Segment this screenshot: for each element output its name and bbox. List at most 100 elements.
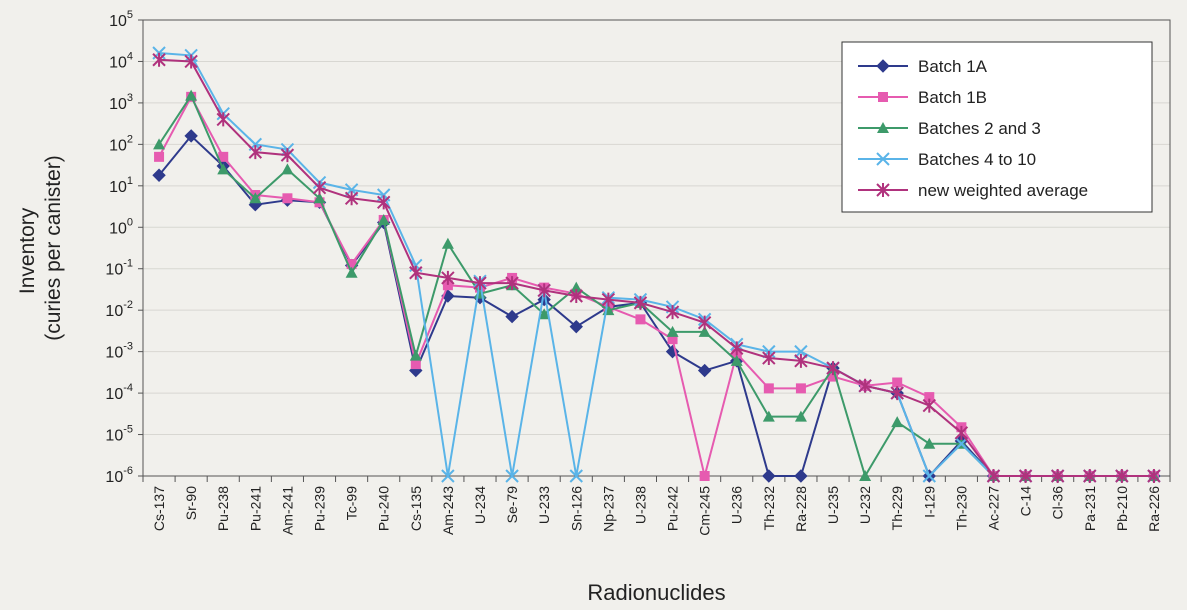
data-point <box>892 377 903 388</box>
data-point <box>1050 469 1065 483</box>
data-point <box>826 361 840 376</box>
data-point <box>346 259 357 270</box>
data-point <box>858 378 872 393</box>
data-point <box>505 276 519 291</box>
y-tick-label: 103 <box>109 92 133 113</box>
data-point <box>828 371 839 382</box>
legend-item: new weighted average <box>858 181 1088 200</box>
x-tick-label: U-234 <box>472 486 488 524</box>
x-axis-title: Radionuclides <box>587 580 725 605</box>
data-point <box>377 213 390 225</box>
data-point <box>248 145 263 160</box>
y-tick-label: 10-3 <box>105 341 133 362</box>
data-point <box>185 89 198 101</box>
x-tick-label: Th-232 <box>761 486 777 531</box>
x-tick-label: Ra-226 <box>1146 486 1162 532</box>
data-point <box>697 363 712 378</box>
data-point <box>217 163 230 175</box>
x-tick-label: Ac-227 <box>985 486 1001 531</box>
legend-label: Batches 2 and 3 <box>918 119 1041 138</box>
data-point <box>876 152 890 166</box>
data-point <box>441 469 455 483</box>
x-tick-label: I-129 <box>921 486 937 518</box>
x-axis-ticks: Cs-137 Sr-90 Pu-238 Pu-241 Am-241 Pu-239 Tc-99… <box>142 476 1171 536</box>
x-tick-label: U-236 <box>729 486 745 524</box>
y-tick-label: 102 <box>109 133 133 154</box>
data-point <box>667 334 678 345</box>
series-new-weighted-average <box>152 52 1161 483</box>
data-point <box>281 163 294 175</box>
data-point <box>218 151 229 162</box>
x-tick-label: Sn-126 <box>568 486 584 531</box>
data-point <box>986 469 1001 483</box>
x-tick-label: Pu-240 <box>376 486 392 531</box>
data-point <box>890 386 904 401</box>
x-tick-label: Sr-90 <box>183 486 199 520</box>
data-point <box>730 354 743 366</box>
gridlines <box>143 19 1170 477</box>
legend-label: Batch 1B <box>918 88 987 107</box>
x-tick-label: Cs-137 <box>151 486 167 531</box>
data-point <box>249 192 262 204</box>
data-point <box>762 469 776 483</box>
data-point <box>877 122 889 133</box>
data-point <box>569 319 583 334</box>
y-tick-label: 10-5 <box>105 424 133 445</box>
data-point <box>859 470 872 481</box>
x-tick-label: U-238 <box>632 486 648 524</box>
y-tick-label: 101 <box>109 175 133 196</box>
y-axis-title-line2: (curies per canister) <box>42 155 65 341</box>
data-point <box>216 112 230 127</box>
x-tick-label: Pb-210 <box>1114 486 1130 531</box>
data-point <box>876 59 890 73</box>
data-point <box>376 195 391 210</box>
x-tick-label: Pu-241 <box>247 486 263 531</box>
series-lines <box>152 46 1161 483</box>
legend-item: Batch 1B <box>858 88 987 107</box>
data-point <box>569 288 583 303</box>
data-point <box>666 325 679 337</box>
x-tick-label: U-235 <box>825 486 841 524</box>
legend-item: Batches 2 and 3 <box>858 119 1041 138</box>
y-tick-label: 10-6 <box>105 465 133 486</box>
series-line <box>158 58 1154 477</box>
data-point <box>795 383 806 394</box>
y-axis-title: Inventory (curies per canister) <box>16 155 65 341</box>
data-point <box>153 138 166 150</box>
data-point <box>410 359 421 370</box>
data-point <box>1083 469 1097 483</box>
x-tick-label: Am-241 <box>279 486 295 535</box>
y-axis-ticks: 105 104 103 102 101 100 10-1 10-2 10-3 10-4 10-5 10… <box>105 9 143 486</box>
x-tick-label: U-232 <box>857 486 873 524</box>
data-point <box>312 180 327 195</box>
data-point <box>441 270 455 285</box>
legend: Batch 1A Batch 1B Batches 2 and 3 Batches 4… <box>841 41 1153 213</box>
data-point <box>344 191 359 206</box>
data-point <box>442 280 453 291</box>
data-point <box>633 295 648 310</box>
data-point <box>794 469 808 483</box>
y-tick-label: 10-1 <box>105 258 133 279</box>
x-tick-label: Pu-239 <box>312 486 328 531</box>
x-tick-label: Se-79 <box>504 486 520 524</box>
legend-label: Batch 1A <box>918 57 988 76</box>
data-point <box>313 192 326 204</box>
x-tick-label: Pu-238 <box>215 486 231 531</box>
data-point <box>697 315 712 330</box>
data-point <box>730 341 744 356</box>
data-point <box>954 425 969 440</box>
data-point <box>184 54 198 69</box>
data-point <box>538 308 551 320</box>
data-point <box>891 416 904 428</box>
x-tick-label: Th-230 <box>953 486 969 531</box>
legend-item: Batch 1A <box>858 57 988 76</box>
x-tick-label: Am-243 <box>440 486 456 535</box>
x-tick-label: Cl-36 <box>1050 486 1066 520</box>
y-axis-title-line1: Inventory <box>16 207 39 294</box>
data-point <box>699 471 710 481</box>
data-point <box>1115 469 1129 483</box>
data-point <box>876 183 890 197</box>
data-point <box>409 265 423 280</box>
data-point <box>763 383 774 394</box>
